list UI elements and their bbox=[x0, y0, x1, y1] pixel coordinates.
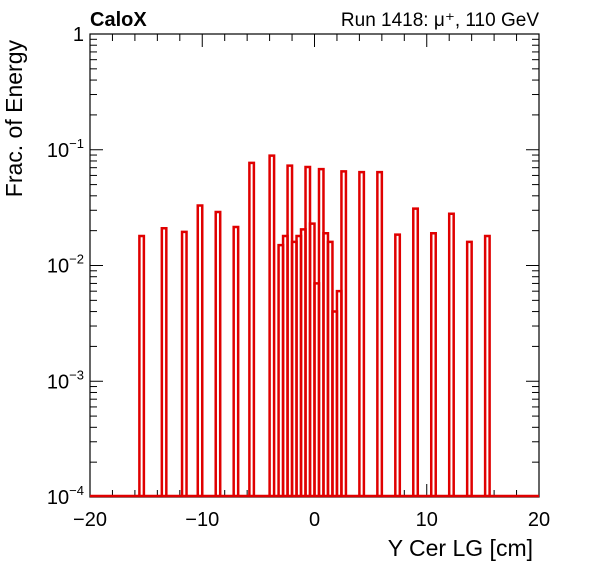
y-tick-label: 10−3 bbox=[47, 367, 84, 393]
chart-title-right: Run 1418: μ⁺, 110 GeV bbox=[341, 10, 539, 31]
histogram-bin bbox=[394, 233, 402, 496]
histogram-bin bbox=[268, 154, 276, 496]
histogram-bin bbox=[376, 170, 384, 496]
y-tick-label: 1 bbox=[73, 24, 84, 46]
x-tick-labels: −20 −10 0 10 20 bbox=[73, 509, 550, 531]
x-tick-label: 10 bbox=[416, 509, 438, 531]
x-tick-label: −10 bbox=[185, 509, 219, 531]
y-tick-label: 10−2 bbox=[47, 252, 84, 278]
histogram-bin bbox=[232, 225, 240, 496]
histogram-bin bbox=[465, 240, 473, 496]
histogram-bin bbox=[248, 161, 256, 496]
ticks-layer bbox=[89, 33, 540, 498]
histogram-bin bbox=[483, 234, 491, 496]
chart-title-left: CaloX bbox=[90, 9, 147, 31]
x-tick-label: 20 bbox=[528, 509, 550, 531]
x-tick-label: 0 bbox=[309, 509, 320, 531]
x-axis-label: Y Cer LG [cm] bbox=[388, 535, 533, 561]
histogram-bin bbox=[358, 170, 366, 496]
x-tick-label: −20 bbox=[73, 509, 107, 531]
histogram-bin bbox=[138, 234, 146, 496]
y-tick-labels: 1 10−1 10−2 10−3 10−4 bbox=[47, 24, 84, 509]
histogram-bin bbox=[214, 210, 222, 496]
histogram-bin bbox=[340, 170, 348, 496]
y-tick-label: 10−4 bbox=[47, 483, 84, 509]
histogram-bin bbox=[196, 204, 204, 496]
y-axis-label: Frac. of Energy bbox=[1, 40, 27, 198]
histogram-bin bbox=[160, 226, 168, 496]
y-tick-label: 10−1 bbox=[47, 136, 84, 162]
histogram-bin bbox=[412, 207, 420, 496]
histogram-bin bbox=[180, 230, 188, 496]
histogram-bin bbox=[447, 212, 455, 496]
histogram-bin bbox=[429, 231, 437, 496]
histogram-bars bbox=[90, 154, 539, 498]
